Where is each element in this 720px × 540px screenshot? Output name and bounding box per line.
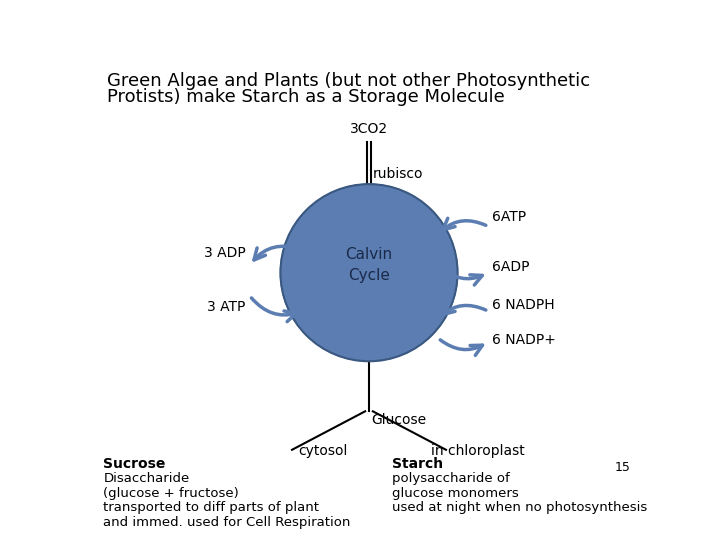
- Text: used at night when no photosynthesis: used at night when no photosynthesis: [392, 501, 647, 515]
- FancyArrowPatch shape: [251, 298, 296, 322]
- Text: rubisco: rubisco: [373, 167, 423, 181]
- FancyArrowPatch shape: [440, 340, 482, 355]
- Circle shape: [281, 184, 457, 361]
- Text: (glucose + fructose): (glucose + fructose): [104, 487, 239, 500]
- Text: Sucrose: Sucrose: [104, 457, 166, 471]
- Text: 3CO2: 3CO2: [350, 122, 388, 136]
- Text: Disaccharide: Disaccharide: [104, 472, 189, 485]
- Text: Starch: Starch: [392, 457, 444, 471]
- Text: in chloroplast: in chloroplast: [431, 444, 524, 457]
- Text: cytosol: cytosol: [298, 444, 348, 457]
- Text: 3 ADP: 3 ADP: [204, 246, 246, 260]
- Text: Calvin
Cycle: Calvin Cycle: [346, 247, 392, 283]
- FancyArrowPatch shape: [440, 267, 482, 285]
- FancyArrowPatch shape: [443, 303, 486, 314]
- Text: 3 ATP: 3 ATP: [207, 300, 246, 314]
- FancyArrowPatch shape: [254, 246, 300, 260]
- Text: glucose monomers: glucose monomers: [392, 487, 519, 500]
- Text: Green Algae and Plants (but not other Photosynthetic: Green Algae and Plants (but not other Ph…: [107, 72, 590, 91]
- Text: Protists) make Starch as a Storage Molecule: Protists) make Starch as a Storage Molec…: [107, 88, 505, 106]
- Text: polysaccharide of: polysaccharide of: [392, 472, 510, 485]
- Text: 6ADP: 6ADP: [492, 260, 530, 274]
- Text: 6 NADPH: 6 NADPH: [492, 298, 555, 312]
- Text: 6ATP: 6ATP: [492, 210, 526, 224]
- Text: transported to diff parts of plant: transported to diff parts of plant: [104, 501, 320, 515]
- Text: 15: 15: [615, 462, 631, 475]
- Text: Glucose: Glucose: [372, 413, 426, 427]
- FancyArrowPatch shape: [443, 218, 486, 230]
- Text: and immed. used for Cell Respiration: and immed. used for Cell Respiration: [104, 516, 351, 529]
- Text: 6 NADP+: 6 NADP+: [492, 334, 556, 347]
